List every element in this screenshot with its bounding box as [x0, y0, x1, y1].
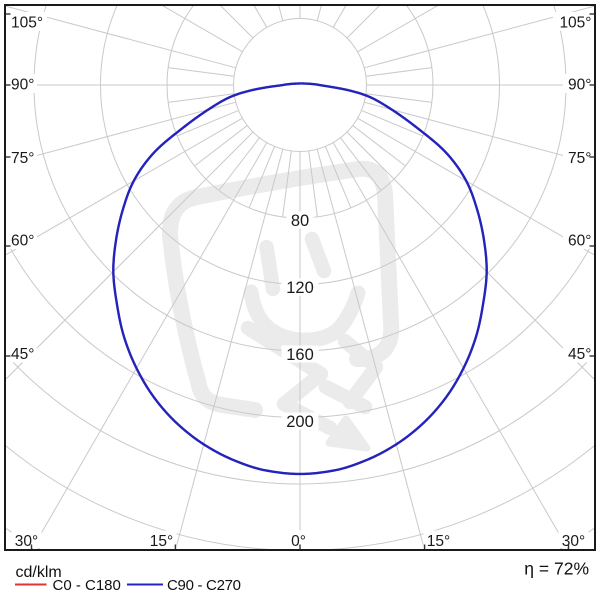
- svg-text:105°: 105°: [559, 15, 591, 32]
- svg-text:75°: 75°: [11, 150, 34, 167]
- svg-text:15°: 15°: [427, 533, 450, 550]
- svg-text:160: 160: [286, 346, 314, 364]
- svg-text:75°: 75°: [568, 150, 591, 167]
- svg-text:80: 80: [291, 212, 309, 230]
- svg-text:C90 - C270: C90 - C270: [167, 577, 241, 594]
- svg-text:15°: 15°: [150, 533, 173, 550]
- svg-text:120: 120: [286, 279, 314, 297]
- svg-text:60°: 60°: [568, 233, 591, 250]
- svg-text:90°: 90°: [11, 77, 34, 94]
- svg-text:30°: 30°: [562, 533, 585, 550]
- svg-text:45°: 45°: [568, 346, 591, 363]
- svg-text:cd/klm: cd/klm: [16, 564, 62, 581]
- svg-text:0°: 0°: [291, 533, 306, 550]
- svg-text:45°: 45°: [11, 346, 34, 363]
- svg-text:60°: 60°: [11, 233, 34, 250]
- svg-text:90°: 90°: [568, 77, 591, 94]
- svg-text:C0 - C180: C0 - C180: [53, 577, 121, 594]
- svg-text:200: 200: [286, 413, 314, 431]
- svg-text:30°: 30°: [15, 533, 38, 550]
- svg-text:105°: 105°: [11, 15, 43, 32]
- svg-text:η = 72%: η = 72%: [524, 559, 589, 579]
